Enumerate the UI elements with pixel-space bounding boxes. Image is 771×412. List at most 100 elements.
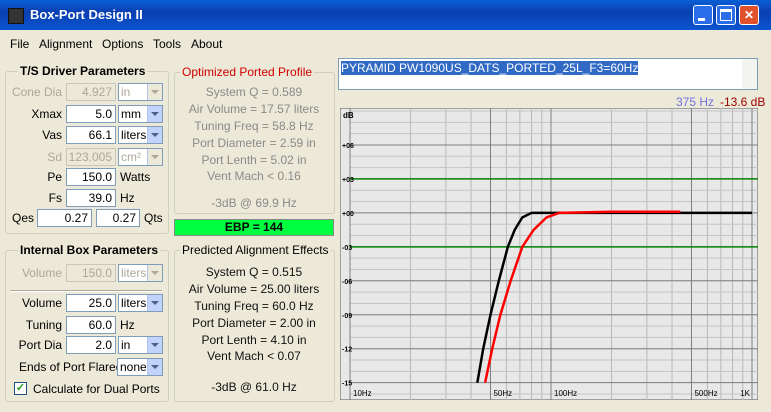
- dropdown[interactable]: liters: [118, 294, 163, 312]
- menu-item[interactable]: About: [191, 37, 223, 51]
- dropdown[interactable]: in: [118, 336, 163, 354]
- title-bar: [0, 0, 771, 30]
- field-label: Qes: [12, 211, 35, 225]
- field-label: Port Dia: [18, 338, 62, 352]
- x-tick-label: 100Hz: [554, 389, 577, 398]
- field-label: Xmax: [31, 107, 62, 121]
- field-label: Volume: [21, 266, 62, 280]
- info-line: Vent Mach < 0.07: [207, 349, 301, 363]
- dropdown: cm²: [118, 148, 163, 166]
- info-line: Air Volume = 17.57 liters: [188, 102, 320, 116]
- y-tick-label: -15: [342, 381, 352, 388]
- y-tick-label: -12: [342, 347, 352, 354]
- info-line: System Q = 0.589: [205, 85, 303, 99]
- dropdown-arrow: [147, 295, 162, 311]
- window-title: Box-Port Design II: [30, 7, 143, 22]
- info-line: Air Volume = 25.00 liters: [188, 282, 320, 296]
- x-tick-label: 500Hz: [694, 389, 717, 398]
- text-input[interactable]: 66.1: [66, 126, 116, 144]
- info-line: Port Lenth = 4.10 in: [201, 333, 307, 347]
- dropdown-arrow: [147, 337, 162, 353]
- checkbox-label: Calculate for Dual Ports: [33, 382, 160, 396]
- info-line: Vent Mach < 0.16: [207, 169, 301, 183]
- text-input[interactable]: 25.0: [66, 294, 116, 312]
- field-label: Pe: [47, 170, 62, 184]
- scrollbar[interactable]: [742, 59, 757, 89]
- dropdown-value: liters: [121, 266, 147, 280]
- info-line: Port Lenth = 5.02 in: [201, 153, 307, 167]
- field-label: Cone Dia: [11, 85, 62, 99]
- text-input[interactable]: 150.0: [66, 168, 116, 186]
- x-tick-label: 10Hz: [353, 389, 372, 398]
- info-line: Tuning Freq = 60.0 Hz: [194, 299, 314, 313]
- field-label: Ends of Port Flared: [19, 360, 123, 374]
- text-input[interactable]: 39.0: [66, 189, 116, 207]
- dropdown-value: liters: [121, 128, 147, 142]
- field-label: Vas: [42, 128, 62, 142]
- field-label: Fs: [48, 191, 62, 205]
- menu-item[interactable]: Alignment: [39, 37, 93, 51]
- app-icon: [8, 8, 24, 24]
- group-title: Internal Box Parameters: [18, 243, 161, 257]
- dropdown-arrow: [147, 106, 162, 122]
- dropdown-value: in: [121, 338, 131, 352]
- unit-label: Watts: [120, 170, 151, 184]
- unit-label: Hz: [120, 191, 135, 205]
- menu-item[interactable]: Tools: [153, 37, 182, 51]
- y-tick-label: -06: [342, 279, 352, 286]
- x-tick-label: 1K: [740, 389, 750, 398]
- field-label: Sd: [47, 150, 62, 164]
- text-input: 123.005: [66, 148, 116, 166]
- text-input[interactable]: 60.0: [66, 316, 116, 334]
- field-label: Tuning: [25, 318, 62, 332]
- unit-label: Hz: [120, 318, 135, 332]
- notes-text: PYRAMID PW1090US_DATS_PORTED_25L_F3=60Hz: [341, 61, 639, 75]
- dropdown-arrow: [147, 127, 162, 143]
- minimize-button[interactable]: [693, 5, 713, 25]
- separator: [10, 290, 162, 292]
- menu-item[interactable]: Options: [102, 37, 144, 51]
- group-title: Optimized Ported Profile: [180, 65, 315, 79]
- plot-background: [340, 108, 758, 400]
- field-label: Volume: [21, 296, 62, 310]
- notes-box[interactable]: PYRAMID PW1090US_DATS_PORTED_25L_F3=60Hz: [338, 58, 758, 90]
- y-tick-label: +00: [342, 211, 354, 218]
- dropdown-arrow: [147, 149, 162, 165]
- dropdown[interactable]: mm: [118, 105, 163, 123]
- y-tick-label: -09: [342, 313, 352, 320]
- dropdown-arrow: [147, 84, 162, 100]
- dropdown-value: none: [120, 360, 147, 374]
- text-input: 4.927: [66, 83, 116, 101]
- info-line: Tuning Freq = 58.8 Hz: [194, 119, 314, 133]
- ebp-bar: EBP = 144: [174, 219, 334, 236]
- dropdown[interactable]: liters: [118, 126, 163, 144]
- dropdown: liters: [118, 264, 163, 282]
- x-tick-label: 50Hz: [493, 389, 512, 398]
- dropdown-value: liters: [121, 296, 147, 310]
- text-input[interactable]: 2.0: [66, 336, 116, 354]
- dropdown-value: mm: [121, 107, 141, 121]
- text-input[interactable]: 5.0: [66, 105, 116, 123]
- dropdown-arrow: [147, 359, 162, 375]
- dropdown-value: cm²: [121, 150, 141, 164]
- cursor-level: -13.6 dB: [720, 95, 766, 109]
- maximize-button[interactable]: [716, 5, 736, 25]
- info-line: System Q = 0.515: [205, 265, 303, 279]
- info-line: Port Diameter = 2.00 in: [192, 316, 316, 330]
- group-title: T/S Driver Parameters: [18, 64, 148, 78]
- menu-bar: File Alignment Options Tools About: [0, 34, 771, 54]
- response-curve: [483, 210, 681, 383]
- text-input[interactable]: 0.27: [37, 209, 92, 227]
- text-input[interactable]: 0.27: [96, 209, 140, 227]
- info-line: -3dB @ 61.0 Hz: [211, 380, 297, 394]
- checkbox[interactable]: ✓: [14, 382, 27, 395]
- menu-item[interactable]: File: [10, 37, 30, 51]
- dropdown-value: in: [121, 85, 131, 99]
- close-button[interactable]: ✕: [739, 5, 759, 25]
- group-title: Predicted Alignment Effects: [180, 243, 331, 257]
- dropdown[interactable]: none: [117, 358, 163, 376]
- dropdown: in: [118, 83, 163, 101]
- cursor-freq: 375 Hz: [676, 95, 715, 109]
- unit-label: Qts: [144, 211, 163, 225]
